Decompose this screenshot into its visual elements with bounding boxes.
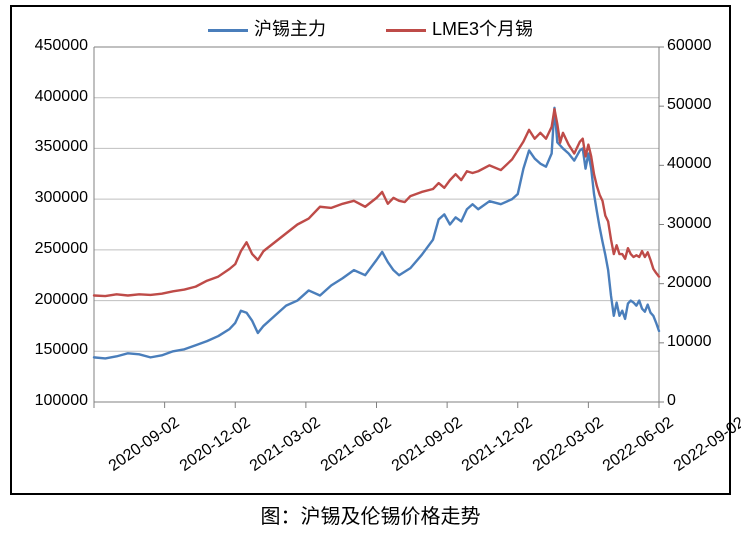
y-left-label: 400000 xyxy=(18,88,88,106)
y-left-label: 450000 xyxy=(18,37,88,55)
y-left-label: 250000 xyxy=(18,240,88,258)
chart-container: 沪锡主力LME3个月锡 2020-09-022020-12-022021-03-… xyxy=(0,0,741,535)
y-left-label: 350000 xyxy=(18,138,88,156)
y-left-label: 100000 xyxy=(18,392,88,410)
chart-caption: 图：沪锡及伦锡价格走势 xyxy=(0,500,741,529)
chart-frame: 沪锡主力LME3个月锡 2020-09-022020-12-022021-03-… xyxy=(10,5,731,495)
series-line xyxy=(94,109,659,296)
plot-area xyxy=(12,7,729,493)
y-left-label: 200000 xyxy=(18,291,88,309)
y-left-label: 150000 xyxy=(18,341,88,359)
y-left-label: 300000 xyxy=(18,189,88,207)
series-line xyxy=(94,108,659,359)
